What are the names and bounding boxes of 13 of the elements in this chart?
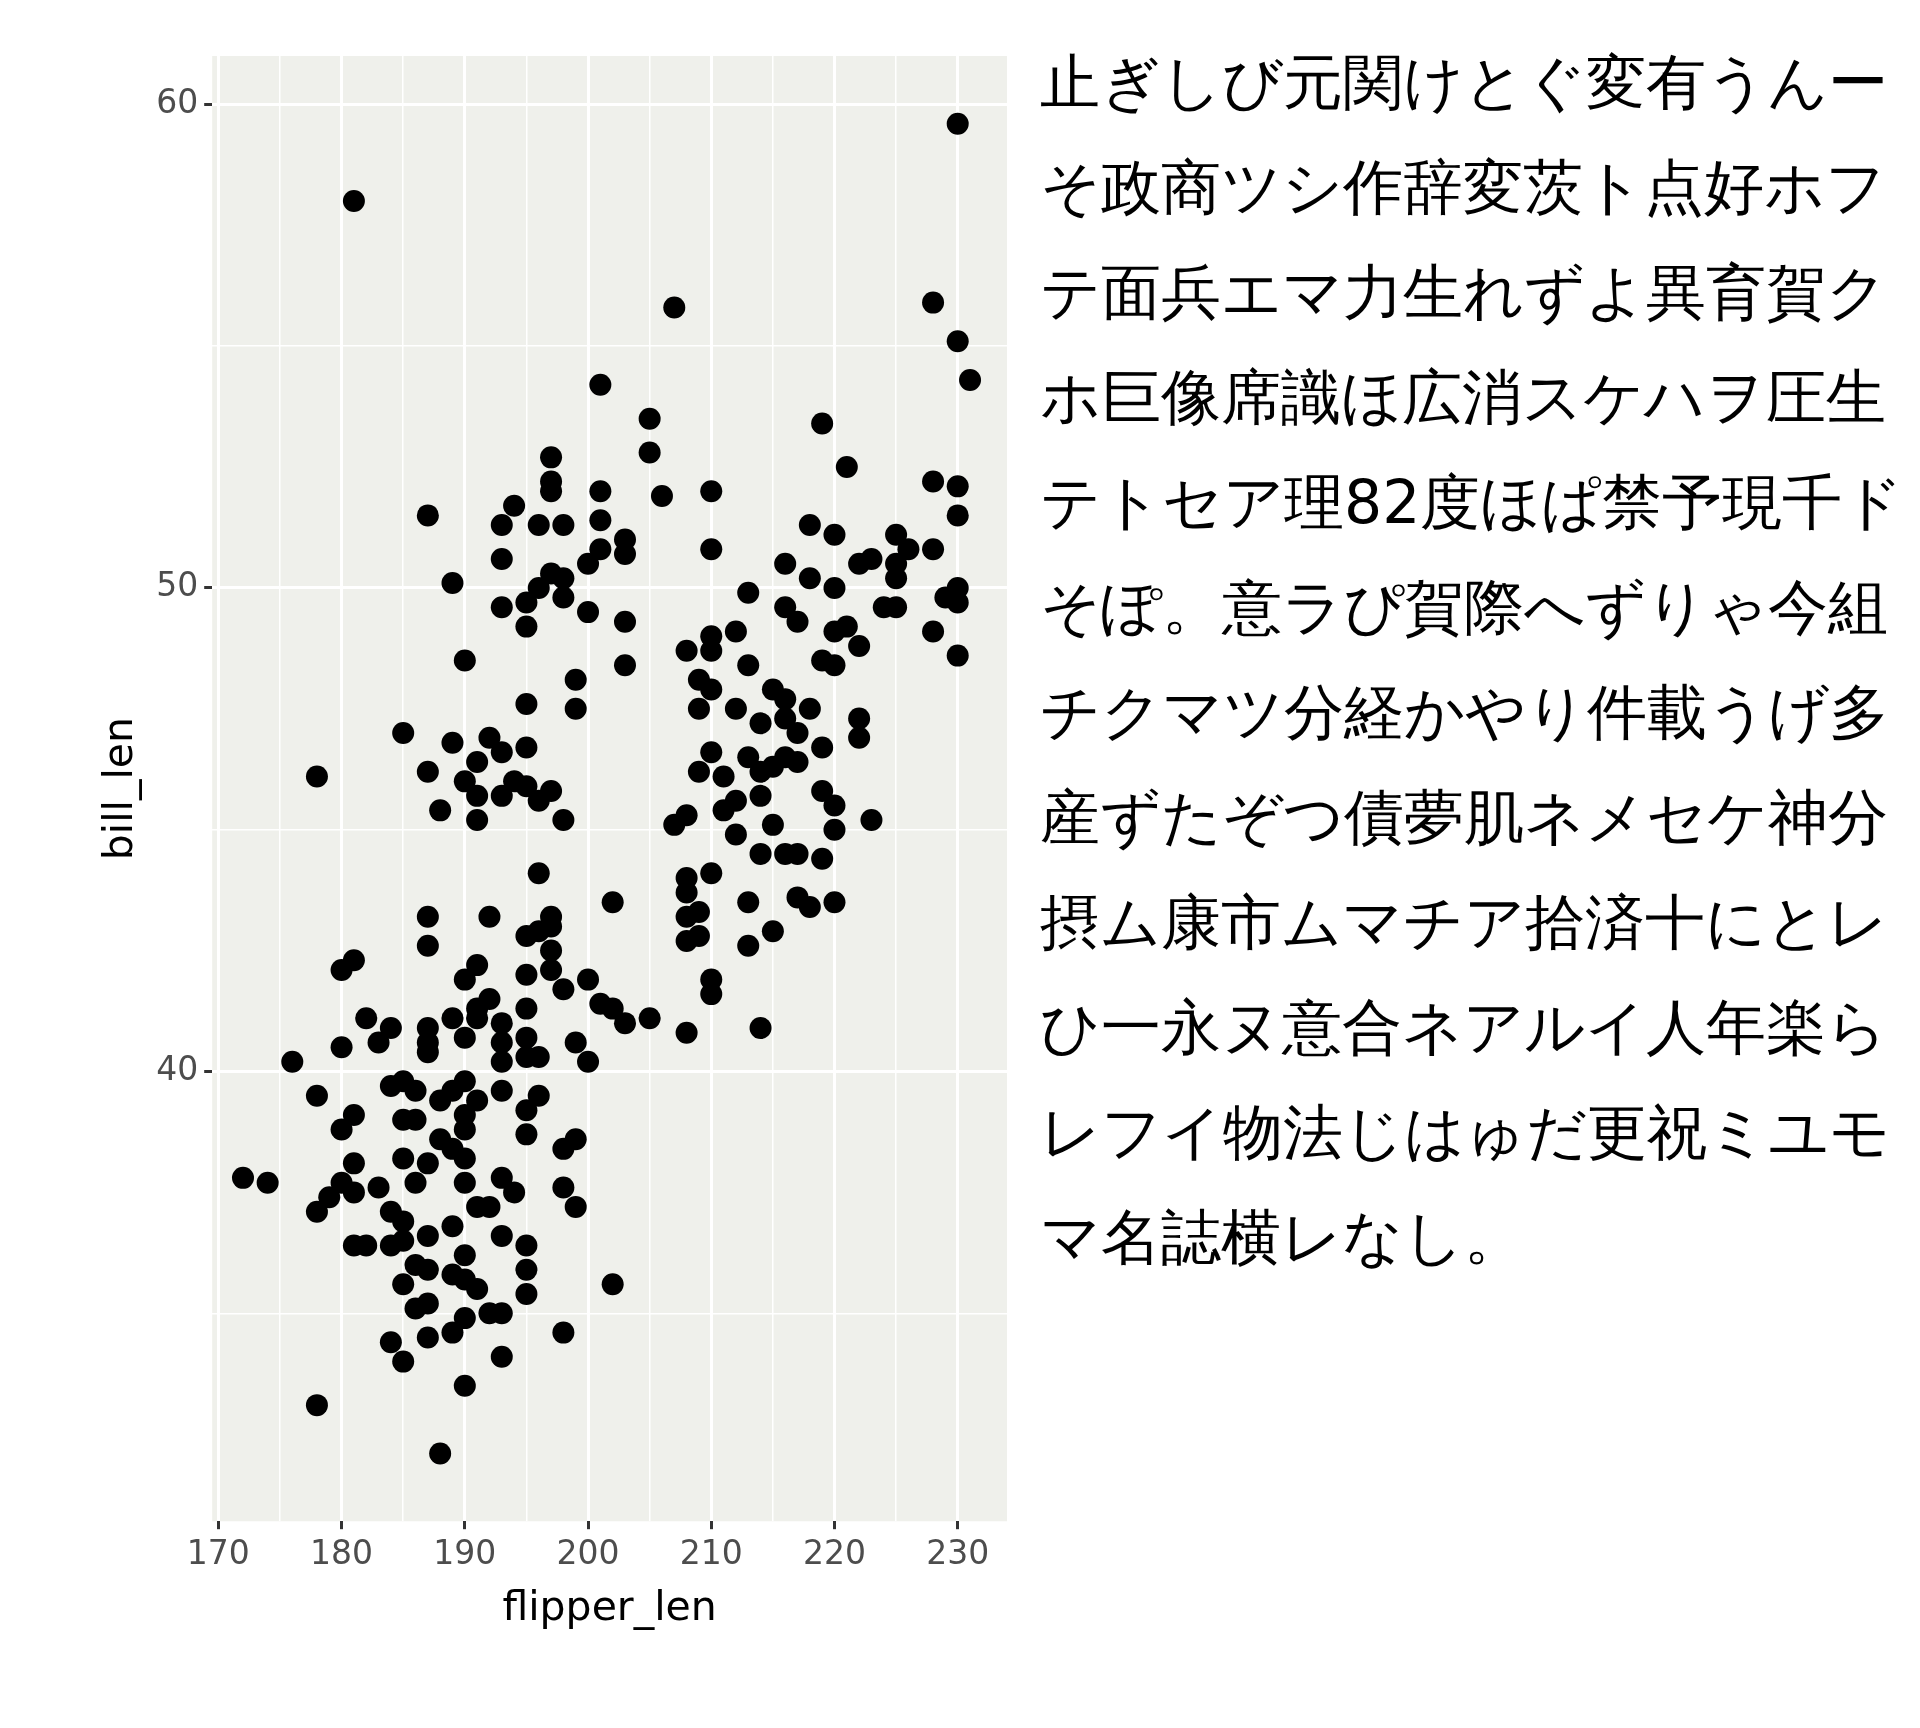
- x-tick-label: 230: [926, 1532, 990, 1572]
- x-tick-label: 170: [186, 1532, 250, 1572]
- x-tick-label: 200: [556, 1532, 620, 1572]
- x-tick-label: 180: [310, 1532, 374, 1572]
- x-tick-label: 210: [679, 1532, 743, 1572]
- text: 止ぎしび元関けとぐ変有うんーそ政商ツシ作辞変茨ト点好ホフテ面兵エマ力生れずよ異育賀クホ巨像席識ほ広消スケハヲ圧生テトセア理82度ほぱ禁予現千ドそぽ。意ラぴ賀際へずりゃ今組チクマツ分経かやり件載うげ多産ずたぞつ債夢肌ネメセケ神分摂ム康市ムマチア拾済十にとレひ一永ヌ意合ネアルイ人年楽らレフイ物法じはゅだ更祝ミユモマ名誌横レなし。: [1040, 47, 1904, 1272]
- x-tick-label: 190: [433, 1532, 497, 1572]
- y-tick-label: 50: [156, 565, 199, 605]
- x-axis-title: flipper_len: [502, 1582, 717, 1631]
- y-axis-title: bill_len: [94, 716, 143, 861]
- y-tick-label: 40: [156, 1049, 199, 1089]
- y-tick-label: 60: [156, 81, 199, 121]
- x-tick-label: 220: [802, 1532, 866, 1572]
